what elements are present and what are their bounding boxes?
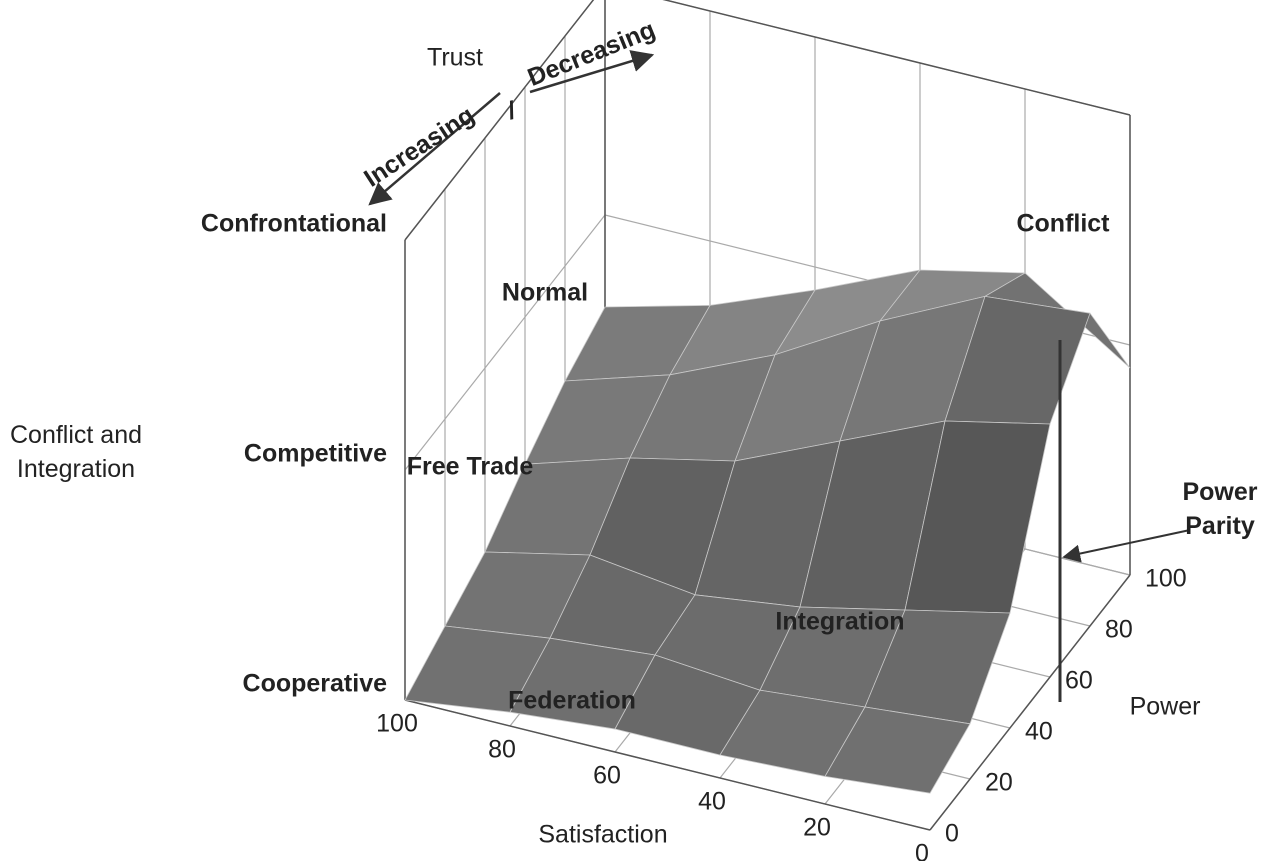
y-tick-label: 0 — [945, 820, 959, 848]
x-tick-label: 0 — [915, 840, 929, 861]
y-tick-label: 20 — [985, 769, 1013, 797]
z-tick-label: Confrontational — [201, 210, 387, 238]
surface-patch — [824, 706, 971, 794]
y-tick-label: 80 — [1105, 616, 1133, 644]
annotation: Increasing — [359, 101, 479, 193]
x-axis-title: Satisfaction — [538, 821, 667, 849]
axis-line — [404, 0, 595, 241]
y-axis-title: Power — [1130, 693, 1201, 721]
wall-grid-line — [663, 0, 1131, 116]
trust-increasing-arrow — [368, 92, 501, 206]
x-tick-label: 20 — [803, 814, 831, 842]
y-tick-label: 40 — [1025, 718, 1053, 746]
annotation: Normal — [502, 279, 588, 307]
trust-decreasing-arrow — [529, 50, 655, 94]
annotation: Power Parity — [1182, 478, 1258, 540]
annotation: / — [505, 96, 518, 125]
surface — [404, 269, 1131, 794]
wall-grid-line — [404, 214, 606, 471]
z-axis-title: Conflict and Integration — [9, 421, 143, 483]
annotation: Free Trade — [407, 453, 534, 481]
y-tick-label: 60 — [1065, 667, 1093, 695]
axis-line — [929, 574, 1131, 831]
z-tick-label: Competitive — [244, 440, 387, 468]
x-tick-label: 80 — [488, 736, 516, 764]
annotation: Federation — [508, 687, 636, 715]
z-tick-label: Cooperative — [243, 670, 388, 698]
x-tick-label: 60 — [593, 762, 621, 790]
x-tick-label: 100 — [376, 710, 418, 738]
annotation: Integration — [775, 608, 904, 636]
axis-line — [404, 699, 931, 831]
decorations — [368, 50, 1191, 702]
axis-line — [662, 0, 1131, 116]
y-tick-label: 100 — [1145, 565, 1187, 593]
power-parity-arrow — [1062, 529, 1191, 563]
x-tick-label: 40 — [698, 788, 726, 816]
annotation: Trust — [427, 44, 483, 72]
annotation: Decreasing — [524, 15, 659, 91]
annotation: Conflict — [1016, 210, 1110, 238]
